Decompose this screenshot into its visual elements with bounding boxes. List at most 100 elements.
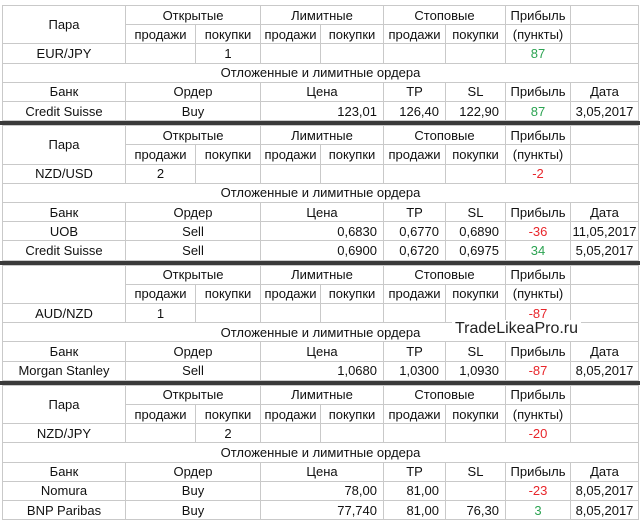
- header-cell: (пункты): [505, 24, 571, 45]
- header-cell: Прибыль: [505, 81, 571, 102]
- order-cell: UOB: [2, 221, 126, 242]
- header-cell: Прибыль: [505, 384, 571, 405]
- header-cell: Цена: [260, 81, 384, 102]
- header-cell: продажи: [383, 283, 446, 304]
- header-cell: Пара: [2, 384, 126, 425]
- header-cell: (пункты): [505, 283, 571, 304]
- block-separator: [0, 121, 640, 126]
- empty-cell: [570, 43, 639, 64]
- header-cell: продажи: [260, 24, 321, 45]
- order-cell: 122,90: [445, 101, 506, 122]
- header-cell: Лимитные: [260, 5, 384, 26]
- order-cell: Sell: [125, 360, 261, 381]
- order-cell: Nomura: [2, 480, 126, 501]
- order-cell: 81,00: [383, 480, 446, 501]
- header-cell: покупки: [320, 144, 384, 165]
- header-cell: Прибыль: [505, 264, 571, 285]
- header-cell: Лимитные: [260, 264, 384, 285]
- header-cell: TP: [383, 341, 446, 362]
- header-cell: продажи: [383, 24, 446, 45]
- position-cell: [320, 303, 384, 324]
- header-cell: Лимитные: [260, 384, 384, 405]
- position-cell: [125, 423, 196, 444]
- header-cell: Прибыль: [505, 461, 571, 482]
- order-cell: 8,05,2017: [570, 360, 639, 381]
- order-cell: Sell: [125, 240, 261, 261]
- header-cell: продажи: [383, 144, 446, 165]
- order-cell: 77,740: [260, 500, 384, 521]
- header-cell: Банк: [2, 461, 126, 482]
- empty-cell: [570, 283, 639, 304]
- position-cell: [195, 303, 261, 324]
- empty-cell: [570, 404, 639, 425]
- header-cell: покупки: [195, 144, 261, 165]
- header-cell: SL: [445, 202, 506, 223]
- position-cell: [383, 163, 446, 184]
- empty-cell: [570, 5, 639, 26]
- order-cell: -87: [505, 360, 571, 381]
- header-cell: Открытые: [125, 384, 261, 405]
- position-cell: [260, 43, 321, 64]
- order-cell: 0,6900: [260, 240, 384, 261]
- position-cell: [383, 43, 446, 64]
- header-cell: Стоповые: [383, 384, 506, 405]
- empty-cell: [570, 163, 639, 184]
- header-cell: Цена: [260, 461, 384, 482]
- order-cell: 34: [505, 240, 571, 261]
- position-cell: [260, 163, 321, 184]
- header-cell: покупки: [445, 24, 506, 45]
- position-cell: AUD/NZD: [2, 303, 126, 324]
- position-cell: 87: [505, 43, 571, 64]
- header-cell: Прибыль: [505, 202, 571, 223]
- position-cell: NZD/USD: [2, 163, 126, 184]
- position-cell: EUR/JPY: [2, 43, 126, 64]
- header-cell: Дата: [570, 202, 639, 223]
- header-cell: Открытые: [125, 264, 261, 285]
- header-cell: покупки: [195, 24, 261, 45]
- header-cell: Ордер: [125, 461, 261, 482]
- section-title: Отложенные и лимитные ордера: [2, 62, 639, 83]
- position-cell: [445, 423, 506, 444]
- header-cell: Прибыль: [505, 5, 571, 26]
- section-title: Отложенные и лимитные ордера: [2, 442, 639, 463]
- position-cell: 1: [125, 303, 196, 324]
- header-cell: продажи: [260, 283, 321, 304]
- header-cell: продажи: [125, 144, 196, 165]
- position-cell: [260, 423, 321, 444]
- header-cell: Дата: [570, 81, 639, 102]
- header-cell: покупки: [445, 144, 506, 165]
- header-cell: Прибыль: [505, 341, 571, 362]
- empty-cell: [570, 384, 639, 405]
- header-cell: покупки: [445, 283, 506, 304]
- header-cell: Ордер: [125, 202, 261, 223]
- position-cell: [445, 43, 506, 64]
- position-cell: [383, 303, 446, 324]
- order-cell: 3,05,2017: [570, 101, 639, 122]
- order-cell: Buy: [125, 101, 261, 122]
- position-cell: NZD/JPY: [2, 423, 126, 444]
- order-cell: Credit Suisse: [2, 101, 126, 122]
- header-cell: [2, 264, 126, 304]
- order-cell: 1,0930: [445, 360, 506, 381]
- section-title: Отложенные и лимитные ордера: [2, 182, 639, 203]
- order-cell: 0,6770: [383, 221, 446, 242]
- header-cell: TP: [383, 461, 446, 482]
- order-cell: 8,05,2017: [570, 500, 639, 521]
- order-cell: Buy: [125, 480, 261, 501]
- header-cell: Банк: [2, 202, 126, 223]
- header-cell: SL: [445, 341, 506, 362]
- header-cell: продажи: [125, 24, 196, 45]
- order-cell: -36: [505, 221, 571, 242]
- position-cell: [195, 163, 261, 184]
- order-cell: Sell: [125, 221, 261, 242]
- header-cell: Стоповые: [383, 264, 506, 285]
- position-cell: [445, 163, 506, 184]
- empty-cell: [570, 24, 639, 45]
- order-cell: 76,30: [445, 500, 506, 521]
- header-cell: Стоповые: [383, 125, 506, 146]
- header-cell: Дата: [570, 461, 639, 482]
- header-cell: Ордер: [125, 341, 261, 362]
- header-cell: покупки: [195, 283, 261, 304]
- order-cell: 0,6720: [383, 240, 446, 261]
- header-cell: Банк: [2, 341, 126, 362]
